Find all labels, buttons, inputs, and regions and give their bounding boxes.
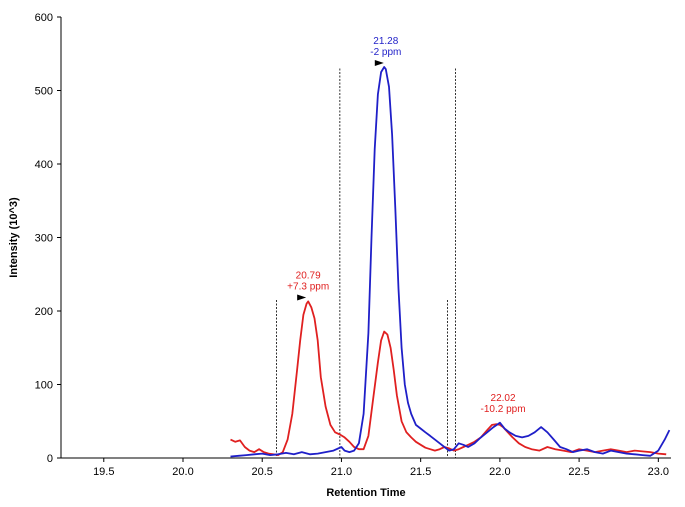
y-axis-title: Intensity (10^3) [8,197,20,278]
peak-rt-label: 21.28 [373,36,398,47]
x-tick-label: 23.0 [648,466,669,478]
peak-rt-label: 20.79 [296,270,321,281]
x-tick-label: 20.5 [252,466,273,478]
x-axis-title: Retention Time [326,487,405,499]
peak-ppm-label: -2 ppm [370,47,401,58]
peak-annotations: 20.79+7.3 ppm 21.28-2 ppm 22.02-10.2 ppm [287,36,525,415]
peak-rt-label: 22.02 [491,393,516,404]
x-tick-label: 19.5 [93,466,114,478]
x-axis-ticks: 19.5 20.0 20.5 21.0 21.5 22.0 22.5 23.0 [93,458,669,478]
axes [60,17,671,459]
y-tick-label: 300 [35,233,53,245]
y-tick-label: 500 [35,86,53,98]
apex-marker-icon [297,294,307,301]
integration-boundary-lines [276,68,456,458]
x-tick-label: 20.0 [172,466,193,478]
y-tick-label: 600 [35,12,53,24]
peak-ppm-label: +7.3 ppm [287,281,329,292]
y-tick-label: 100 [35,380,53,392]
series-line-blue [230,66,671,458]
x-tick-label: 22.5 [568,466,589,478]
x-tick-label: 22.0 [489,466,510,478]
y-tick-label: 200 [35,306,53,318]
series-line-red [230,300,667,456]
x-tick-label: 21.0 [331,466,352,478]
y-tick-label: 0 [47,453,53,465]
apex-marker-icon [374,59,384,66]
peak-ppm-label: -10.2 ppm [481,404,526,415]
x-tick-label: 21.5 [410,466,431,478]
y-tick-label: 400 [35,159,53,171]
y-axis-ticks: 0 100 200 300 400 500 600 [35,12,61,465]
series-layer [230,66,671,458]
